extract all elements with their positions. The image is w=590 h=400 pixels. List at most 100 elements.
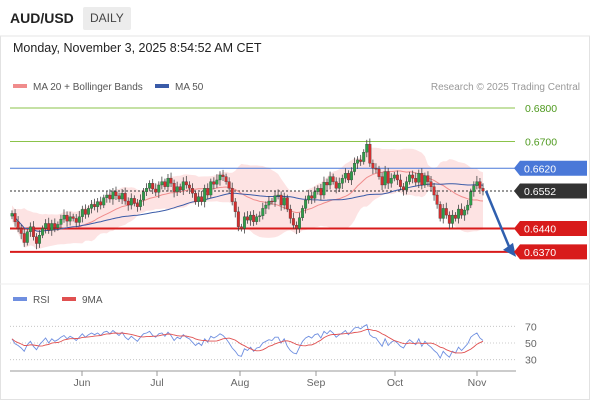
candle-body xyxy=(386,171,390,184)
candle-body xyxy=(276,194,280,197)
candle-body xyxy=(96,201,100,207)
rsi-level-label-50: 50 xyxy=(525,338,537,350)
bollinger-band-area xyxy=(12,147,483,250)
candle-body xyxy=(44,223,48,229)
period-button[interactable]: DAILY xyxy=(83,7,131,30)
rsi-line xyxy=(11,324,484,359)
candle-body xyxy=(212,181,216,185)
candle-body xyxy=(264,204,268,209)
candle-body xyxy=(172,183,176,192)
candle-body xyxy=(197,196,201,202)
level-badge-bg xyxy=(514,183,587,199)
candle-body xyxy=(139,199,142,207)
time-label-jul: Jul xyxy=(150,377,163,389)
level-badge-0-6620: 0.6620 xyxy=(514,160,587,176)
candle-body xyxy=(87,208,90,215)
rsi-ma-line xyxy=(11,328,484,354)
candle-body xyxy=(429,181,433,187)
rsi-level-label-30: 30 xyxy=(525,355,537,367)
candle-body xyxy=(377,168,381,177)
time-label-aug: Aug xyxy=(231,377,250,389)
candle-body xyxy=(408,174,412,182)
candle-body xyxy=(56,224,60,228)
candle-body xyxy=(93,204,97,207)
candle-body xyxy=(148,183,152,189)
candle-body xyxy=(120,193,124,200)
candle-body xyxy=(457,208,460,219)
candle-body xyxy=(334,181,338,189)
candle-body xyxy=(435,194,439,205)
candle-body xyxy=(206,188,210,196)
candle-body xyxy=(71,216,75,219)
candle-body xyxy=(475,181,479,186)
candle-body xyxy=(463,209,467,216)
candle-body xyxy=(331,176,335,182)
candle-body xyxy=(38,235,41,244)
candle-body xyxy=(126,200,130,206)
level-badge-text: 0.6552 xyxy=(524,186,556,198)
candle-body xyxy=(337,183,341,189)
forecast-arrow-line xyxy=(484,190,512,250)
candle-body xyxy=(246,216,249,221)
candle-body xyxy=(108,194,112,200)
candle-body xyxy=(215,179,219,185)
candlesticks xyxy=(10,138,485,250)
rsi-ma-legend-label: 9MA xyxy=(82,295,103,306)
candle-body xyxy=(145,188,149,192)
ma50-legend-label: MA 50 xyxy=(175,82,204,93)
candle-body xyxy=(169,178,173,184)
forecast-arrow-head xyxy=(503,242,516,257)
candle-body xyxy=(160,181,164,186)
candle-body xyxy=(438,204,442,219)
candle-body xyxy=(267,200,271,206)
ma20-line xyxy=(11,170,484,232)
candle-body xyxy=(316,188,320,192)
level-badge-0-6552: 0.6552 xyxy=(514,183,587,199)
candle-body xyxy=(47,223,51,231)
candle-body xyxy=(41,228,45,236)
candle-body xyxy=(298,217,301,229)
rsi-legend-swatch xyxy=(13,297,27,301)
candle-body xyxy=(59,218,63,225)
candle-body xyxy=(19,228,23,234)
level-badge-bg xyxy=(514,220,587,236)
time-label-nov: Nov xyxy=(468,377,487,389)
candle-body xyxy=(187,184,191,189)
candle-body xyxy=(68,216,72,222)
candle-body xyxy=(105,194,109,198)
candle-body xyxy=(313,191,317,199)
candle-body xyxy=(405,181,408,191)
time-axis: Jun Jul Aug Sep Oct Nov xyxy=(74,371,487,389)
candle-body xyxy=(117,195,121,200)
candle-body xyxy=(460,208,464,216)
candle-body xyxy=(166,178,170,187)
candle-body xyxy=(417,173,421,183)
bollinger-band xyxy=(12,147,483,250)
candle-body xyxy=(224,176,228,182)
level-label-0-6800: 0.6800 xyxy=(525,103,557,115)
candle-body xyxy=(365,144,369,153)
candle-body xyxy=(285,197,289,210)
candle-body xyxy=(135,203,139,207)
candle-body xyxy=(123,193,127,202)
candle-body xyxy=(294,224,298,229)
candle-body xyxy=(83,209,87,215)
candle-body xyxy=(200,196,204,202)
candle-body xyxy=(194,193,197,202)
candle-body xyxy=(209,181,213,196)
candle-body xyxy=(279,194,283,206)
candle-body xyxy=(16,221,20,229)
candle-body xyxy=(291,218,295,226)
candle-body xyxy=(157,184,161,193)
candle-body xyxy=(233,201,237,212)
candle-body xyxy=(350,171,353,181)
candle-body xyxy=(25,231,29,243)
time-label-oct: Oct xyxy=(387,377,403,389)
candle-body xyxy=(114,191,118,196)
candle-body xyxy=(374,168,378,170)
rsi-legend-label: RSI xyxy=(33,295,50,306)
candle-body xyxy=(472,185,476,192)
candle-body xyxy=(481,188,485,192)
rsi-ma-legend-swatch xyxy=(62,297,76,301)
forecast-arrow xyxy=(484,190,516,257)
